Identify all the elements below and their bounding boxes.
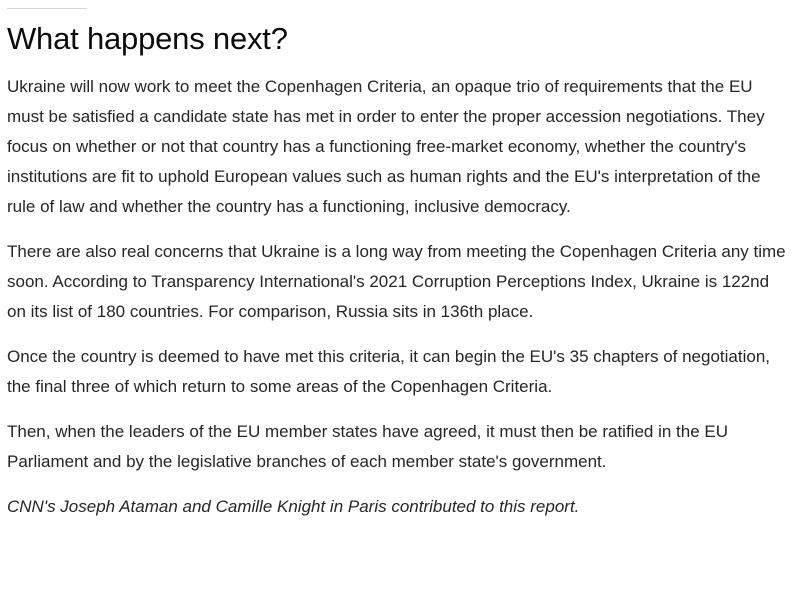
paragraph-4: Then, when the leaders of the EU member … (7, 422, 729, 471)
section-heading: What happens next? (7, 21, 288, 56)
paragraph-2: There are also real concerns that Ukrain… (7, 242, 786, 321)
section-divider (7, 8, 87, 9)
paragraph-1: Ukraine will now work to meet the Copenh… (7, 77, 765, 216)
contributor-credit: CNN's Joseph Ataman and Camille Knight i… (7, 497, 580, 516)
article-body: What happens next? Ukraine will now work… (7, 0, 787, 522)
paragraph-3: Once the country is deemed to have met t… (7, 347, 770, 396)
